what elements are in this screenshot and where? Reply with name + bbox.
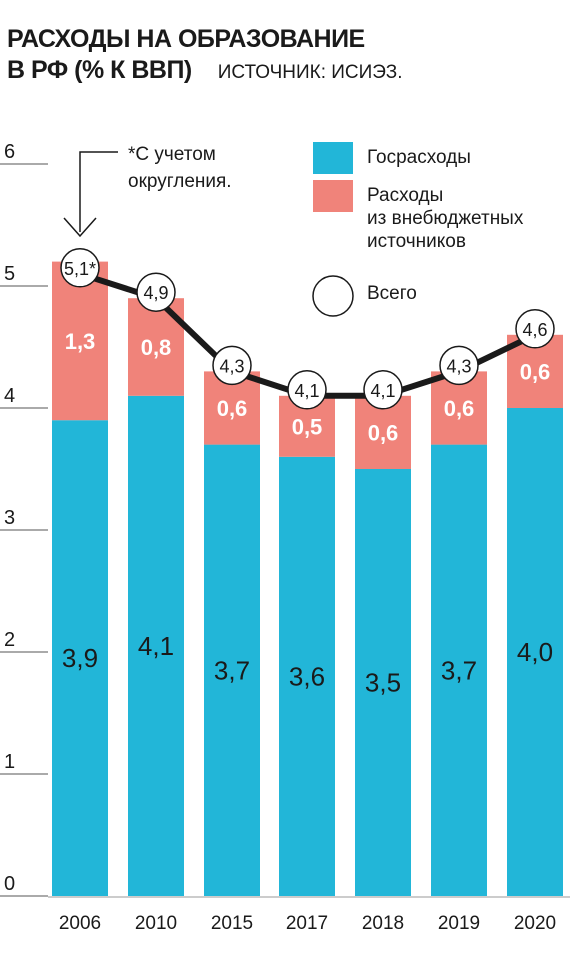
x-tick-label: 2020	[514, 913, 556, 934]
bar-extra	[52, 261, 108, 421]
labels-layer: 2006 3,9 1,3 2010 4,1 0,8 2015 3,7 0,6 2017 3,6 0,5…	[59, 329, 556, 934]
extra-value-label: 0,6	[368, 420, 399, 445]
y-tick-label: 6	[4, 141, 15, 163]
total-value-label: 4,1	[294, 381, 319, 401]
title-line-2: В РФ (% К ВВП) ИСТОЧНИК: ИСИЭЗ.	[7, 55, 403, 88]
bar-gov	[52, 420, 108, 896]
x-tick-label: 2017	[286, 913, 328, 934]
y-tick-label: 4	[4, 385, 15, 407]
bar-gov	[507, 408, 563, 896]
bars-layer	[52, 261, 563, 896]
total-value-label: 5,1*	[64, 259, 96, 279]
bar-gov	[128, 395, 184, 896]
legend-label: Госрасходы	[367, 147, 471, 168]
note-text-line-2: округления.	[128, 171, 232, 192]
note-arrow-head	[63, 217, 97, 238]
x-tick-label: 2006	[59, 913, 101, 934]
chart-title: РАСХОДЫ НА ОБРАЗОВАНИЕ В РФ (% К ВВП) ИСТ…	[7, 24, 403, 88]
y-tick-label: 2	[4, 629, 15, 651]
x-tick-label: 2010	[135, 913, 177, 934]
legend-label: Расходы	[367, 185, 443, 206]
note-text-line-1: *С учетом	[128, 144, 216, 165]
x-tick-label: 2019	[438, 913, 480, 934]
gov-value-label: 3,5	[365, 668, 401, 698]
grid-layer: 0 1 2 3 4 5 6	[0, 141, 570, 898]
y-tick-label: 0	[4, 873, 15, 895]
x-tick-label: 2015	[211, 913, 253, 934]
legend-swatch-circle	[312, 275, 354, 317]
legend-label: из внебюджетных	[367, 208, 524, 229]
note-arrow-line	[79, 151, 118, 232]
title-line-1: РАСХОДЫ НА ОБРАЗОВАНИЕ	[7, 25, 365, 53]
extra-value-label: 0,5	[292, 414, 323, 439]
gov-value-label: 3,7	[214, 655, 250, 685]
extra-value-label: 1,3	[65, 329, 96, 354]
total-marker	[136, 272, 176, 312]
total-marker	[287, 370, 327, 410]
total-value-label: 4,1	[370, 381, 395, 401]
gov-value-label: 3,9	[62, 643, 98, 673]
total-value-label: 4,3	[219, 356, 244, 376]
extra-value-label: 0,6	[520, 359, 551, 384]
legend-swatch	[313, 142, 353, 174]
bar-gov	[279, 456, 335, 896]
y-tick-label: 1	[4, 751, 15, 773]
total-marker	[439, 345, 479, 386]
extra-value-label: 0,8	[141, 335, 172, 360]
note-layer: *С учетом округления.	[63, 144, 232, 238]
total-marker	[212, 345, 252, 386]
total-marker	[515, 309, 555, 349]
y-tick-label: 5	[4, 263, 15, 285]
legend-label: источников	[367, 231, 466, 252]
total-value-label: 4,3	[446, 356, 471, 376]
bar-gov	[355, 469, 411, 896]
gov-value-label: 3,6	[289, 661, 325, 691]
legend-label: Всего	[367, 283, 417, 304]
title-line-2-text: В РФ (% К ВВП)	[7, 56, 192, 84]
gov-value-label: 4,1	[138, 631, 174, 661]
gov-value-label: 4,0	[517, 637, 553, 667]
bar-gov	[204, 444, 260, 896]
x-tick-label: 2018	[362, 913, 404, 934]
total-marker	[60, 248, 100, 288]
total-value-label: 4,6	[522, 320, 547, 340]
gov-value-label: 3,7	[441, 655, 477, 685]
y-tick-label: 3	[4, 507, 15, 529]
total-line-layer: 5,1* 4,9 4,3 4,1 4,1 4,3 4,6	[60, 248, 555, 410]
total-marker	[363, 370, 403, 410]
bar-gov	[431, 444, 487, 896]
total-value-label: 4,9	[143, 283, 168, 303]
extra-value-label: 0,6	[217, 396, 248, 421]
legend-swatch	[313, 180, 353, 212]
source-label: ИСТОЧНИК: ИСИЭЗ.	[217, 62, 403, 83]
extra-value-label: 0,6	[444, 396, 475, 421]
